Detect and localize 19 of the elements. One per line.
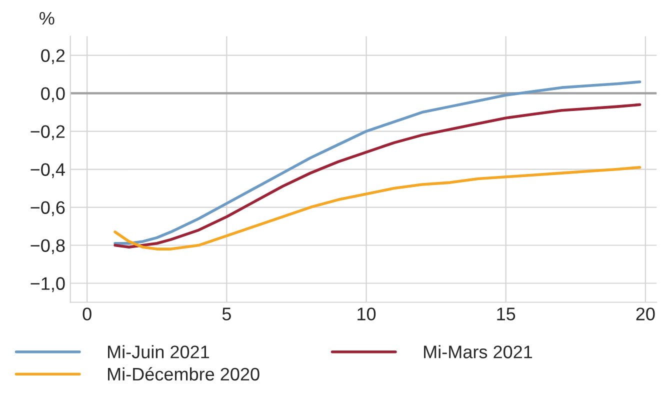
legend-label: Mi-Mars 2021 (424, 345, 532, 358)
y-tick-label: 0,2 (41, 49, 65, 64)
y-tick-label: −0,2 (30, 125, 65, 140)
x-tick-label: 15 (497, 308, 516, 320)
y-tick-label: −0,6 (30, 201, 65, 216)
legend-label: Mi-Juin 2021 (108, 345, 210, 358)
x-tick-label: 10 (358, 308, 376, 320)
legend-label: Mi-Décembre 2020 (108, 367, 260, 381)
line-series (114, 103, 642, 249)
y-tick-label: −1,0 (30, 277, 65, 292)
x-tick-label: 20 (636, 308, 655, 320)
y-tick-label: 0,0 (41, 87, 65, 102)
y-tick-label: −0,4 (30, 163, 65, 178)
line-series (114, 80, 642, 245)
y-axis-title: % (40, 12, 54, 25)
x-tick-label: 0 (82, 308, 92, 320)
line-series (114, 166, 642, 250)
y-tick-label: −0,8 (30, 239, 65, 254)
x-tick-label: 5 (222, 308, 231, 320)
